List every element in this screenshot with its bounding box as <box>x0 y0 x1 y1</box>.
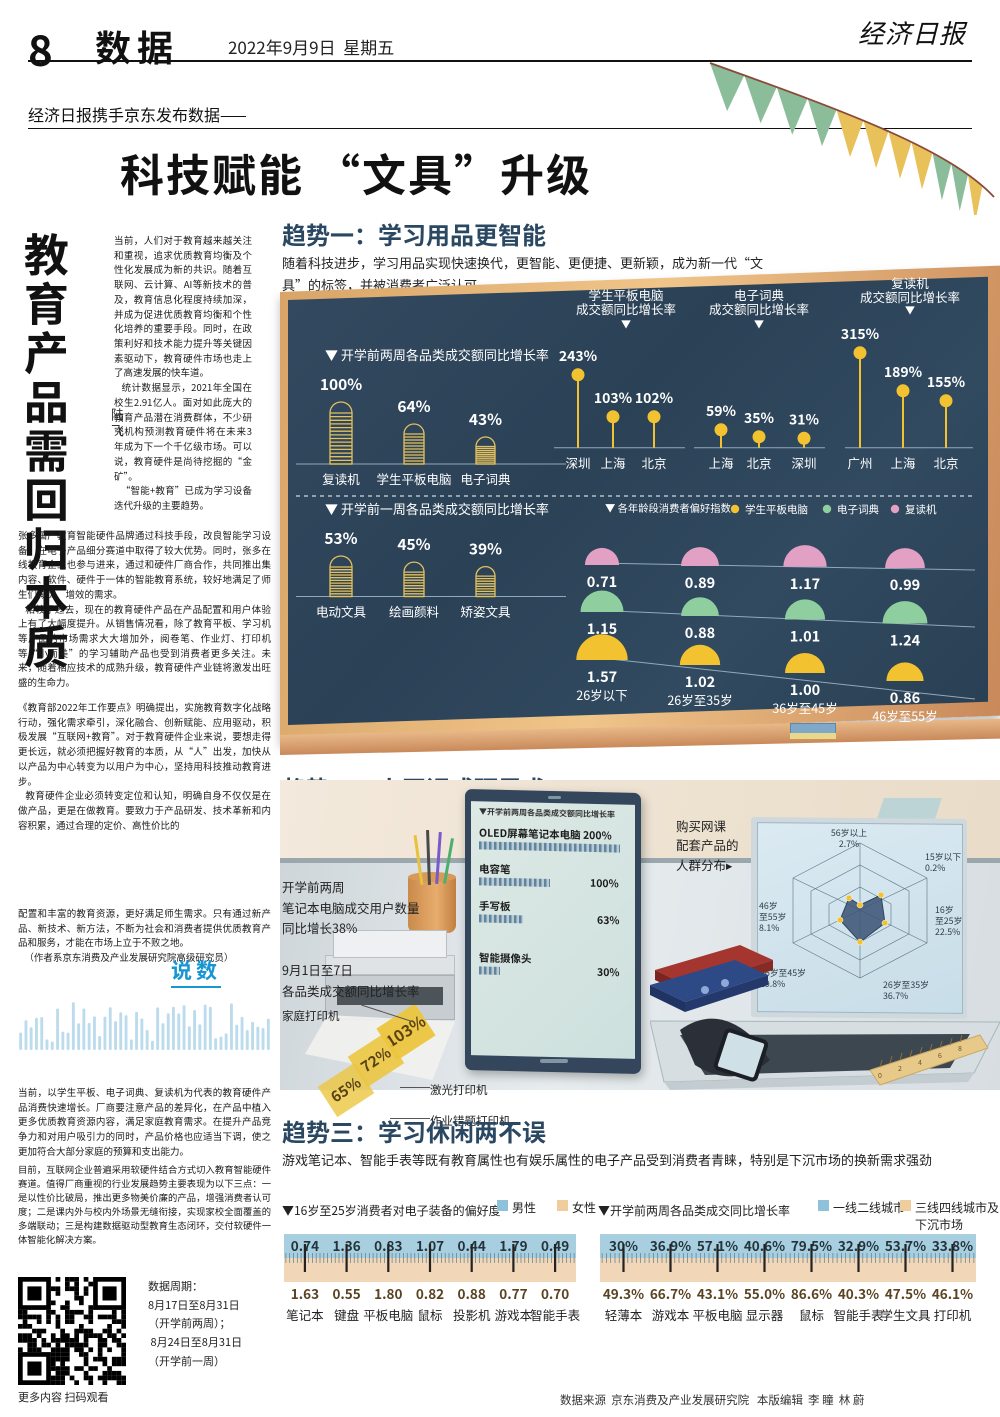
svg-text:笔记本: 笔记本 <box>286 1305 324 1324</box>
svg-text:鼠标: 鼠标 <box>417 1305 442 1324</box>
svg-text:鼠标: 鼠标 <box>799 1305 824 1324</box>
svg-text:键盘: 键盘 <box>334 1305 359 1324</box>
svg-text:0.88: 0.88 <box>458 1283 486 1303</box>
svg-text:43.1%: 43.1% <box>697 1283 738 1303</box>
svg-text:47.5%: 47.5% <box>885 1283 926 1303</box>
svg-text:游戏本: 游戏本 <box>495 1305 533 1324</box>
svg-text:55.0%: 55.0% <box>744 1283 785 1303</box>
svg-text:轻薄本: 轻薄本 <box>605 1305 643 1324</box>
svg-text:0.77: 0.77 <box>499 1283 527 1303</box>
svg-text:1.63: 1.63 <box>291 1283 319 1303</box>
svg-text:1.80: 1.80 <box>374 1283 402 1303</box>
svg-text:智能手表: 智能手表 <box>833 1305 884 1324</box>
svg-text:投影机: 投影机 <box>453 1305 491 1324</box>
svg-text:平板电脑: 平板电脑 <box>692 1305 742 1324</box>
svg-text:打印机: 打印机 <box>934 1305 972 1324</box>
svg-text:0.55: 0.55 <box>332 1283 360 1303</box>
svg-text:显示器: 显示器 <box>746 1305 784 1324</box>
svg-text:平板电脑: 平板电脑 <box>363 1305 413 1324</box>
svg-text:智能手表: 智能手表 <box>530 1305 581 1324</box>
svg-text:游戏本: 游戏本 <box>652 1305 690 1324</box>
svg-text:0.70: 0.70 <box>541 1283 569 1303</box>
svg-text:学生文具: 学生文具 <box>880 1305 931 1324</box>
svg-text:66.7%: 66.7% <box>650 1283 691 1303</box>
svg-text:0.82: 0.82 <box>416 1283 444 1303</box>
svg-text:46.1%: 46.1% <box>932 1283 973 1303</box>
svg-text:49.3%: 49.3% <box>603 1283 644 1303</box>
svg-text:40.3%: 40.3% <box>838 1283 879 1303</box>
svg-text:86.6%: 86.6% <box>791 1283 832 1303</box>
